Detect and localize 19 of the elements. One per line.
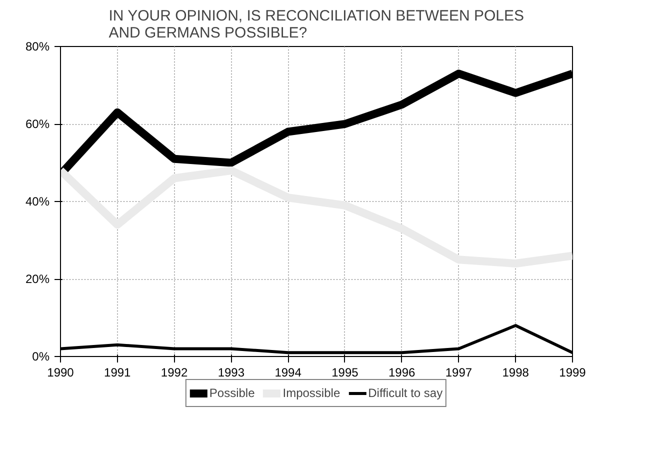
y-tick-label: 20% xyxy=(25,272,50,286)
x-tick-label: 1990 xyxy=(47,366,74,380)
x-tick-label: 1997 xyxy=(445,366,472,380)
y-tick-label: 60% xyxy=(25,117,50,131)
x-tick-label: 1998 xyxy=(502,366,530,380)
y-tick-label: 0% xyxy=(32,350,50,364)
x-tick-label: 1993 xyxy=(218,366,245,380)
y-tick-label: 40% xyxy=(25,194,50,208)
legend-label: Difficult to say xyxy=(368,386,443,400)
legend-label: Possible xyxy=(209,386,255,400)
x-tick-label: 1996 xyxy=(388,366,416,380)
chart-title: IN YOUR OPINION, IS RECONCILIATION BETWEEN POLES AND GERMANS POSSIBLE? xyxy=(108,8,524,42)
legend-label: Impossible xyxy=(282,386,340,400)
x-tick-label: 1992 xyxy=(160,366,188,380)
y-tick-label: 80% xyxy=(25,40,50,54)
x-tick-label: 1991 xyxy=(104,366,132,380)
x-tick-label: 1994 xyxy=(274,366,302,380)
x-tick-label: 1995 xyxy=(332,366,359,380)
x-tick-label: 1999 xyxy=(559,366,586,380)
